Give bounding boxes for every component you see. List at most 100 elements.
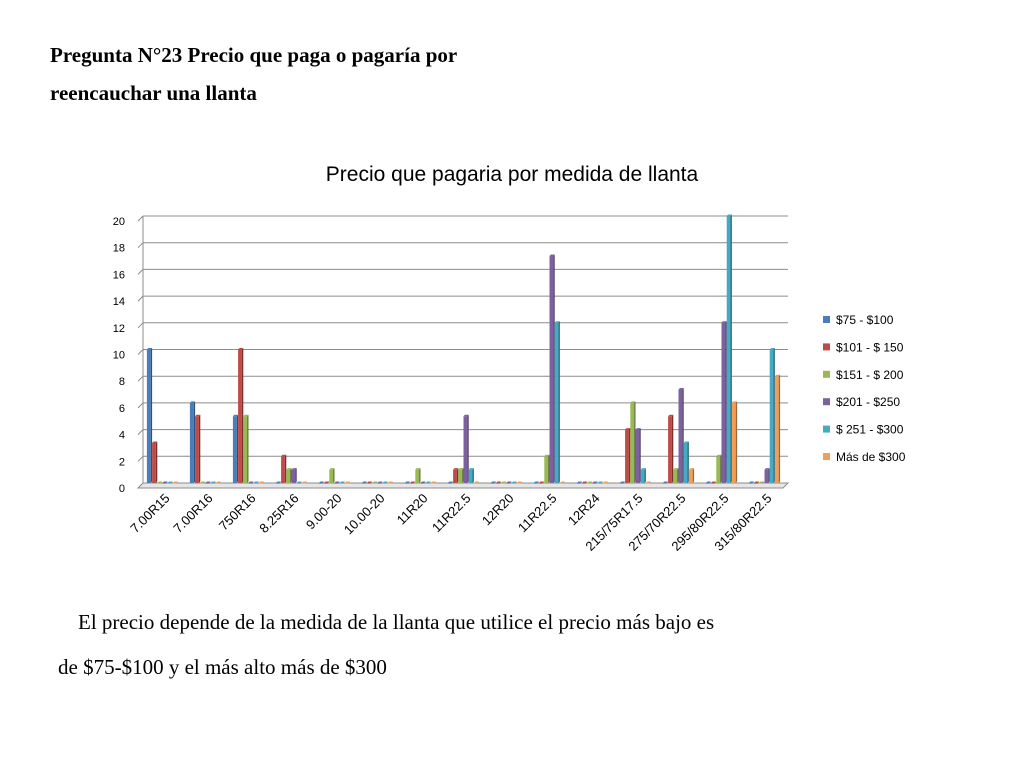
bar-front xyxy=(688,469,693,483)
bar-top xyxy=(243,414,249,417)
bar-top xyxy=(404,481,411,483)
bar xyxy=(157,481,163,484)
bar-front xyxy=(377,483,382,484)
conclusion-line1: El precio depende de la medida de la lla… xyxy=(78,610,715,634)
bar xyxy=(683,441,689,483)
bar-top xyxy=(382,481,388,483)
bar xyxy=(453,468,459,483)
bar-side xyxy=(553,254,555,483)
bar-front xyxy=(759,483,764,484)
y-tick-label: 6 xyxy=(119,403,125,415)
bar-side xyxy=(720,454,722,483)
bar-top xyxy=(344,481,351,483)
bar-top xyxy=(668,414,674,417)
bar-top xyxy=(200,481,206,483)
bar-front xyxy=(754,483,758,484)
x-tick-label: 7.00R15 xyxy=(127,491,172,536)
bar-front xyxy=(554,322,559,483)
bar-front xyxy=(301,483,306,484)
bar-front xyxy=(275,483,280,484)
bar-side xyxy=(198,414,201,483)
bar-top xyxy=(602,481,609,483)
bar xyxy=(635,428,641,483)
bar xyxy=(200,481,206,484)
bar-top xyxy=(146,348,153,350)
bar xyxy=(533,481,540,484)
bar-front xyxy=(748,483,753,484)
bar-top xyxy=(410,481,416,483)
bar xyxy=(324,481,330,484)
bar-top xyxy=(764,468,770,470)
bar-top xyxy=(625,428,631,430)
bar xyxy=(576,481,583,484)
x-tick-label: 11R22.5 xyxy=(515,491,560,536)
bar xyxy=(539,481,545,484)
bar xyxy=(215,481,222,484)
x-tick-label: 11R22.5 xyxy=(429,491,474,536)
bar xyxy=(516,481,523,484)
bar-side xyxy=(419,468,421,483)
gridline-depth xyxy=(137,375,144,382)
bar-front xyxy=(152,442,156,483)
bar-front xyxy=(329,469,334,483)
x-tick-label: 9.00-20 xyxy=(303,491,345,533)
bar xyxy=(152,441,158,483)
bar-top xyxy=(281,454,287,457)
bar-top xyxy=(774,374,781,377)
bar xyxy=(377,481,383,484)
bar-top xyxy=(152,441,158,443)
bar-top xyxy=(172,481,179,483)
bar-front xyxy=(291,469,296,483)
bar-front xyxy=(673,469,678,483)
bar xyxy=(688,468,695,483)
bar-side xyxy=(725,321,727,483)
gridline-depth xyxy=(137,349,144,355)
bar-side xyxy=(687,441,689,483)
bar xyxy=(238,348,244,483)
bar-front xyxy=(453,469,457,483)
bar xyxy=(382,481,388,484)
gridline-depth xyxy=(137,269,144,275)
legend-label: $ 251 - $300 xyxy=(836,423,904,437)
bar xyxy=(258,481,265,484)
bar-top xyxy=(662,481,669,483)
bar-front xyxy=(425,483,430,484)
bar-front xyxy=(157,483,162,484)
bar xyxy=(759,481,765,484)
bar-top xyxy=(377,481,383,483)
bar-front xyxy=(625,429,629,483)
bar-top xyxy=(463,414,469,417)
bar-front xyxy=(645,483,650,484)
bar xyxy=(167,481,173,484)
bar-front xyxy=(334,483,339,484)
bar-top xyxy=(511,481,517,483)
bar-front xyxy=(243,416,248,483)
bar-top xyxy=(162,481,168,483)
legend-swatch xyxy=(823,370,830,378)
bar-front xyxy=(215,483,220,484)
bar-front xyxy=(248,483,253,484)
bar-top xyxy=(291,468,297,470)
bar-top xyxy=(619,481,626,483)
y-tick-label: 14 xyxy=(113,296,125,308)
bar-top xyxy=(630,401,636,403)
bar-top xyxy=(253,481,259,483)
bar-side xyxy=(456,468,459,483)
gridline-depth xyxy=(137,242,144,249)
bar-front xyxy=(195,416,199,483)
bar-front xyxy=(668,416,672,483)
bar-front xyxy=(539,483,543,484)
bar xyxy=(189,401,196,483)
y-tick-label: 2 xyxy=(119,456,125,468)
bar-side xyxy=(778,374,781,483)
bar xyxy=(625,428,631,483)
bar xyxy=(501,481,507,484)
bar-top xyxy=(275,481,282,483)
bar xyxy=(473,481,480,484)
bar xyxy=(764,468,770,483)
bar-side xyxy=(472,468,474,483)
bar-side xyxy=(333,468,335,483)
gridline-depth xyxy=(137,215,144,222)
bar xyxy=(463,414,469,483)
bar xyxy=(587,481,593,484)
